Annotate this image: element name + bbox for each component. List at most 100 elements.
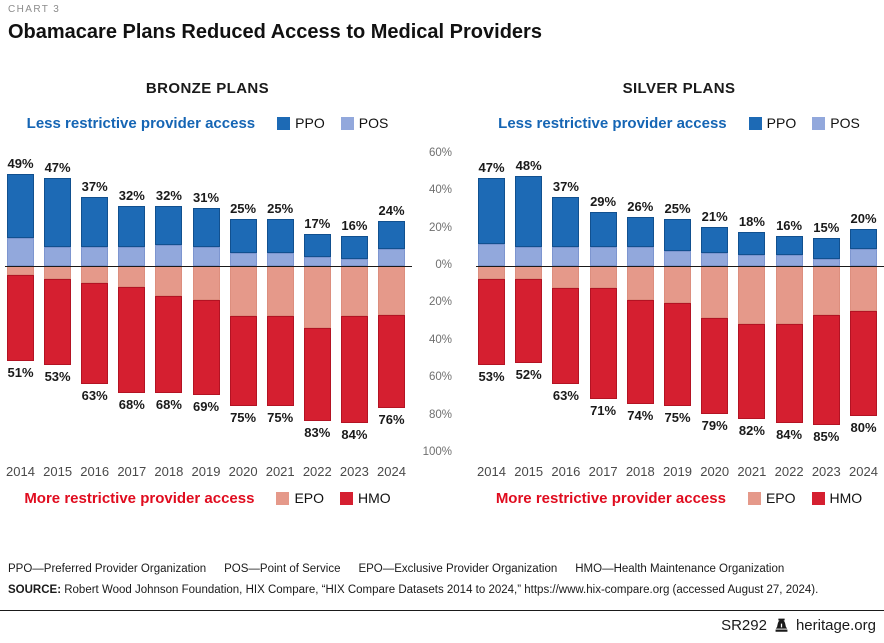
bar-segment-pos bbox=[303, 256, 331, 266]
bar-segment-pos bbox=[44, 247, 72, 266]
hmo-swatch-icon bbox=[811, 491, 825, 505]
bar-label-below: 82% bbox=[738, 423, 765, 439]
bar-segment-pos bbox=[664, 251, 691, 266]
bar-segment-ppo bbox=[81, 196, 109, 248]
bar-segment-pos bbox=[378, 249, 405, 266]
chart-kicker: CHART 3 bbox=[8, 4, 61, 15]
report-id: SR292 bbox=[721, 617, 767, 634]
bar-segment-epo bbox=[738, 266, 766, 324]
bar-segment-epo bbox=[118, 266, 146, 287]
bar-segment-ppo bbox=[340, 236, 368, 259]
abbreviation-definitions: PPO—Preferred Provider Organization POS—… bbox=[8, 563, 784, 575]
bar-segment-hmo bbox=[266, 316, 294, 407]
bar-segment-pos bbox=[118, 247, 146, 266]
legend-caption-more-restrictive: More restrictive provider access bbox=[24, 489, 255, 507]
bar-label-above: 37% bbox=[552, 178, 579, 194]
bar-segment-hmo bbox=[229, 316, 257, 407]
legend-item-hmo: HMO bbox=[811, 490, 863, 506]
legend-item-epo: EPO bbox=[276, 490, 324, 506]
bar-segment-ppo bbox=[44, 178, 72, 248]
bar-segment-pos bbox=[155, 245, 183, 266]
source-note: SOURCE: Robert Wood Johnson Foundation, … bbox=[8, 584, 818, 596]
bar-segment-pos bbox=[266, 252, 294, 266]
y-axis-tick-label: 80% bbox=[428, 408, 452, 421]
zero-axis-line-silver bbox=[476, 265, 884, 267]
bar-label-below: 63% bbox=[552, 387, 579, 403]
legend-more-restrictive-bronze: More restrictive provider access EPO HMO bbox=[6, 488, 409, 508]
legend-less-restrictive-silver: Less restrictive provider access PPO POS bbox=[477, 113, 881, 133]
bar-segment-ppo bbox=[303, 234, 331, 257]
source-text: Robert Wood Johnson Foundation, HIX Comp… bbox=[61, 584, 819, 596]
pos-swatch-icon bbox=[340, 116, 354, 130]
bar-label-above: 32% bbox=[155, 188, 182, 204]
hmo-swatch-icon bbox=[340, 491, 354, 505]
x-axis-year-label: 2022 bbox=[774, 464, 804, 479]
bar-label-below: 53% bbox=[478, 369, 505, 385]
legend-label-epo: EPO bbox=[294, 490, 325, 506]
legend-item-epo: EPO bbox=[747, 490, 796, 506]
y-axis-tick-label: 100% bbox=[422, 446, 452, 458]
bar-segment-ppo bbox=[7, 174, 34, 238]
bar-segment-pos bbox=[738, 254, 766, 266]
bar-segment-epo bbox=[266, 266, 294, 317]
legend-label-hmo: HMO bbox=[829, 490, 863, 506]
bar-segment-hmo bbox=[701, 318, 729, 414]
bar-segment-epo bbox=[303, 266, 331, 328]
bar-label-above: 32% bbox=[118, 188, 145, 204]
epo-swatch-icon bbox=[747, 491, 761, 505]
bar-segment-pos bbox=[812, 258, 840, 266]
bar-segment-epo bbox=[44, 266, 72, 280]
bar-segment-ppo bbox=[701, 226, 729, 253]
legend-caption-less-restrictive: Less restrictive provider access bbox=[26, 114, 256, 132]
bar-segment-hmo bbox=[589, 288, 617, 399]
bar-segment-ppo bbox=[155, 206, 183, 246]
bar-segment-ppo bbox=[378, 221, 405, 250]
bar-segment-hmo bbox=[552, 288, 580, 384]
bar-segment-ppo bbox=[626, 217, 654, 248]
x-axis-year-label: 2015 bbox=[514, 464, 544, 479]
bar-segment-ppo bbox=[738, 232, 766, 255]
epo-swatch-icon bbox=[276, 491, 290, 505]
bar-label-above: 15% bbox=[813, 219, 840, 235]
x-axis-year-label: 2022 bbox=[302, 464, 332, 479]
bar-label-below: 85% bbox=[813, 428, 840, 444]
y-axis-tick-label: 0% bbox=[435, 259, 452, 271]
x-axis-year-label: 2024 bbox=[849, 464, 878, 479]
x-axis-year-label: 2020 bbox=[228, 464, 258, 479]
bar-segment-hmo bbox=[478, 279, 505, 366]
x-axis-year-label: 2018 bbox=[625, 464, 655, 479]
bar-label-below: 79% bbox=[701, 417, 728, 433]
bar-label-below: 76% bbox=[378, 412, 405, 428]
x-axis-year-label: 2017 bbox=[588, 464, 618, 479]
bar-label-above: 49% bbox=[7, 156, 34, 172]
legend-caption-more-restrictive: More restrictive provider access bbox=[495, 489, 726, 507]
bar-segment-hmo bbox=[515, 279, 543, 364]
x-axis-year-label: 2014 bbox=[477, 464, 506, 479]
bar-segment-hmo bbox=[118, 286, 146, 394]
bar-segment-hmo bbox=[850, 310, 877, 416]
bar-segment-hmo bbox=[81, 282, 109, 384]
bar-segment-hmo bbox=[192, 299, 220, 396]
percent-axis: 60% 40% 20% 0% 20% 40% 60% 80% 100% bbox=[410, 146, 452, 466]
bar-segment-pos bbox=[478, 243, 505, 266]
bar-segment-epo bbox=[775, 266, 803, 324]
bar-segment-epo bbox=[378, 266, 405, 315]
bar-label-above: 47% bbox=[44, 160, 71, 176]
bar-label-below: 69% bbox=[192, 399, 220, 415]
bar-segment-epo bbox=[589, 266, 617, 289]
bar-segment-ppo bbox=[664, 219, 691, 252]
x-axis-year-label: 2021 bbox=[737, 464, 767, 479]
bar-label-below: 74% bbox=[627, 408, 654, 424]
liberty-bell-icon bbox=[775, 618, 788, 632]
site-link: heritage.org bbox=[795, 617, 876, 634]
definition-pos: POS—Point of Service bbox=[224, 563, 341, 575]
bronze-plans-title: BRONZE PLANS bbox=[145, 80, 270, 97]
bar-label-below: 75% bbox=[664, 410, 691, 426]
bar-segment-pos bbox=[7, 237, 34, 266]
bar-segment-epo bbox=[515, 266, 543, 280]
x-axis-year-label: 2019 bbox=[191, 464, 221, 479]
footer-branding: SR292 heritage.org bbox=[721, 617, 876, 634]
bar-label-below: 51% bbox=[7, 365, 34, 381]
x-axis-year-label: 2016 bbox=[551, 464, 581, 479]
